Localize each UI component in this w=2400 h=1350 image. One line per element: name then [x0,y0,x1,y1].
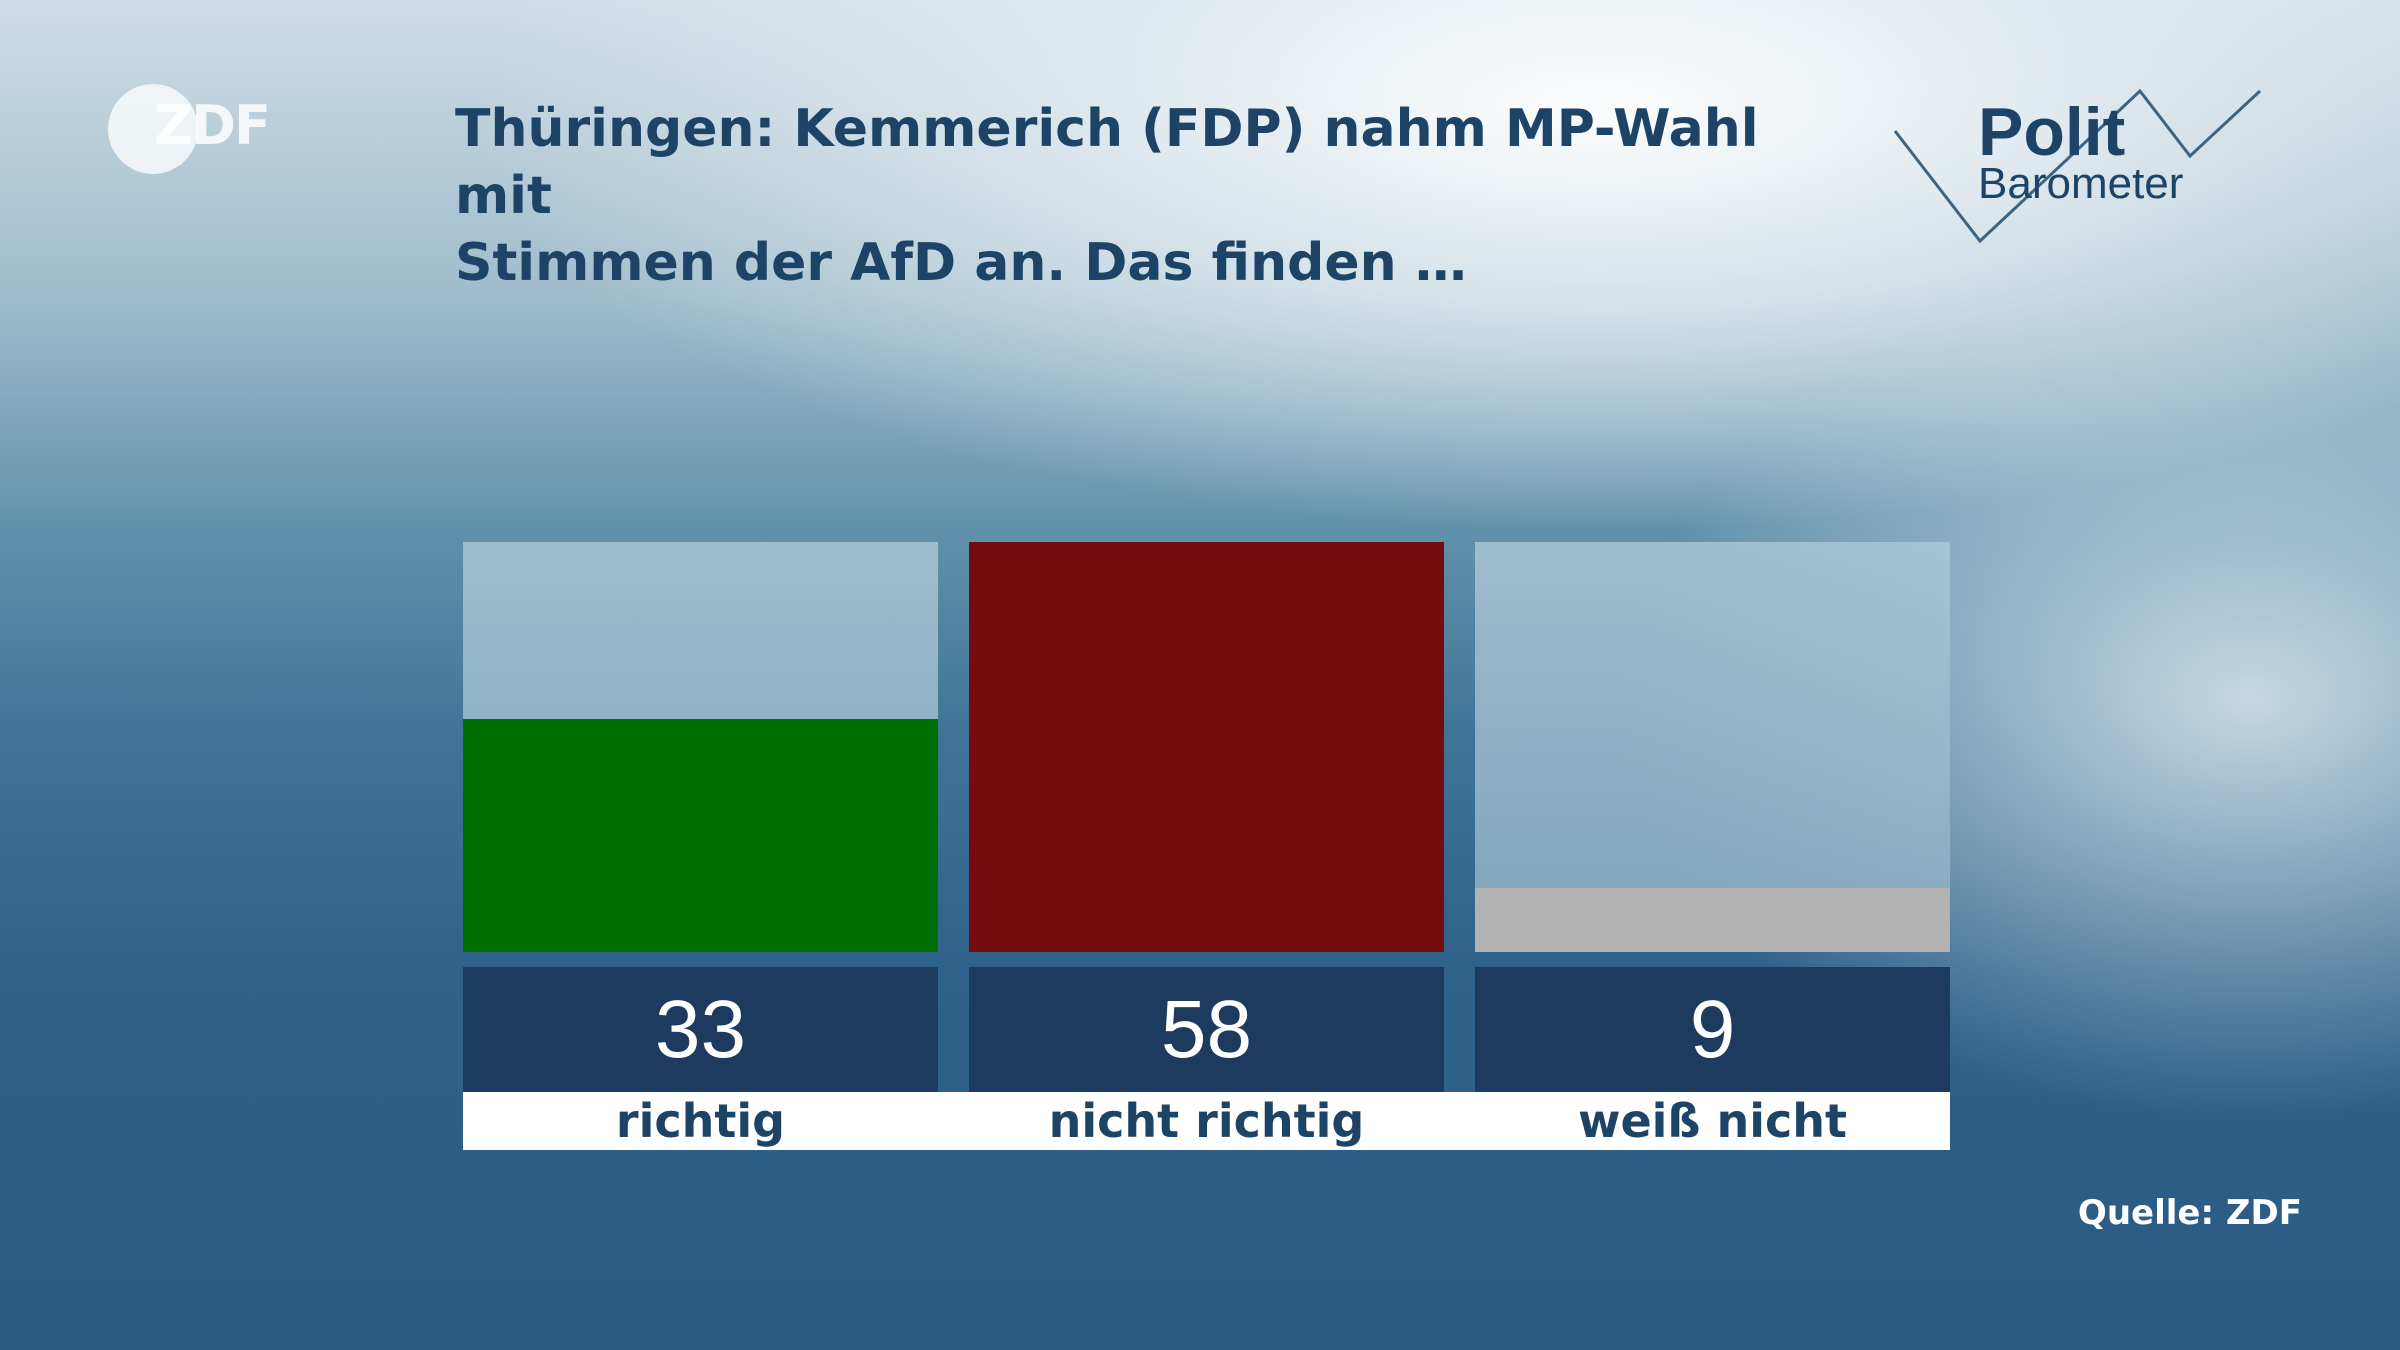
politbarometer-zigzag-icon [1893,88,2262,244]
category-label-weiss-nicht: weiß nicht [1577,1094,1848,1148]
value-label-nicht-richtig: 58 [969,967,1444,1092]
bar-richtig [463,719,938,952]
category-label-nicht-richtig: nicht richtig [1048,1094,1365,1148]
zdf-logo-text: ZDF [154,94,271,157]
value-label-weiss-nicht: 9 [1475,967,1950,1092]
bar-track-richtig [463,542,938,952]
politbarometer-logo-barometer: Barometer [1978,159,2184,208]
value-label-richtig: 33 [463,967,938,1092]
zdf-logo-circle [108,84,198,174]
politbarometer-logo-polit: Polit [1978,94,2126,170]
bar-track-weiss-nicht [1475,542,1950,952]
label-strip [463,1092,1950,1150]
bar-nicht-richtig [969,542,1444,952]
bar-weiss-nicht [1475,888,1950,952]
zdf-logo: ZDF [108,82,278,174]
source-note: Quelle: ZDF [2077,1193,2302,1233]
chart-title: Thüringen: Kemmerich (FDP) nahm MP-Wahl … [455,99,1759,293]
bar-track-nicht-richtig [969,542,1444,952]
category-label-richtig: richtig [615,1094,786,1148]
